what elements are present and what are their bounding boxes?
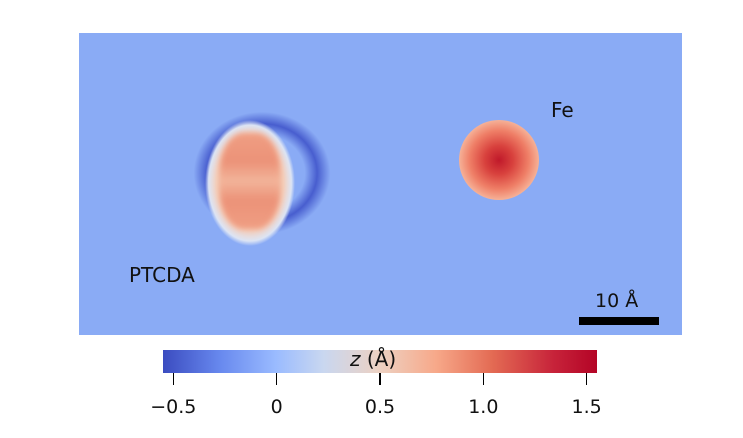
ptcda-molecule-core [220, 133, 280, 229]
colorbar-tick [585, 373, 588, 385]
colorbar-label: z (Å) [350, 347, 396, 371]
colorbar-tick-label: 0 [270, 396, 283, 418]
stm-topography-image: Fe PTCDA 10 Å [79, 33, 682, 335]
fe-adatom [459, 120, 539, 200]
colorbar-tick-label: 1.5 [571, 396, 602, 418]
colorbar-variable: z [350, 347, 361, 371]
colorbar [163, 350, 597, 373]
colorbar-tick [172, 373, 175, 385]
scale-bar [579, 317, 659, 325]
colorbar-tick-label: 1.0 [468, 396, 499, 418]
colorbar-tick [482, 373, 485, 385]
colorbar-tick-label: 0.5 [364, 396, 396, 418]
colorbar-tick [379, 373, 381, 385]
colorbar-tick-label: −0.5 [150, 396, 197, 418]
ptcda-label: PTCDA [129, 263, 195, 287]
colorbar-unit: (Å) [366, 347, 397, 371]
scale-bar-label: 10 Å [595, 290, 639, 312]
colorbar-tick [275, 373, 278, 385]
fe-label: Fe [551, 98, 574, 122]
